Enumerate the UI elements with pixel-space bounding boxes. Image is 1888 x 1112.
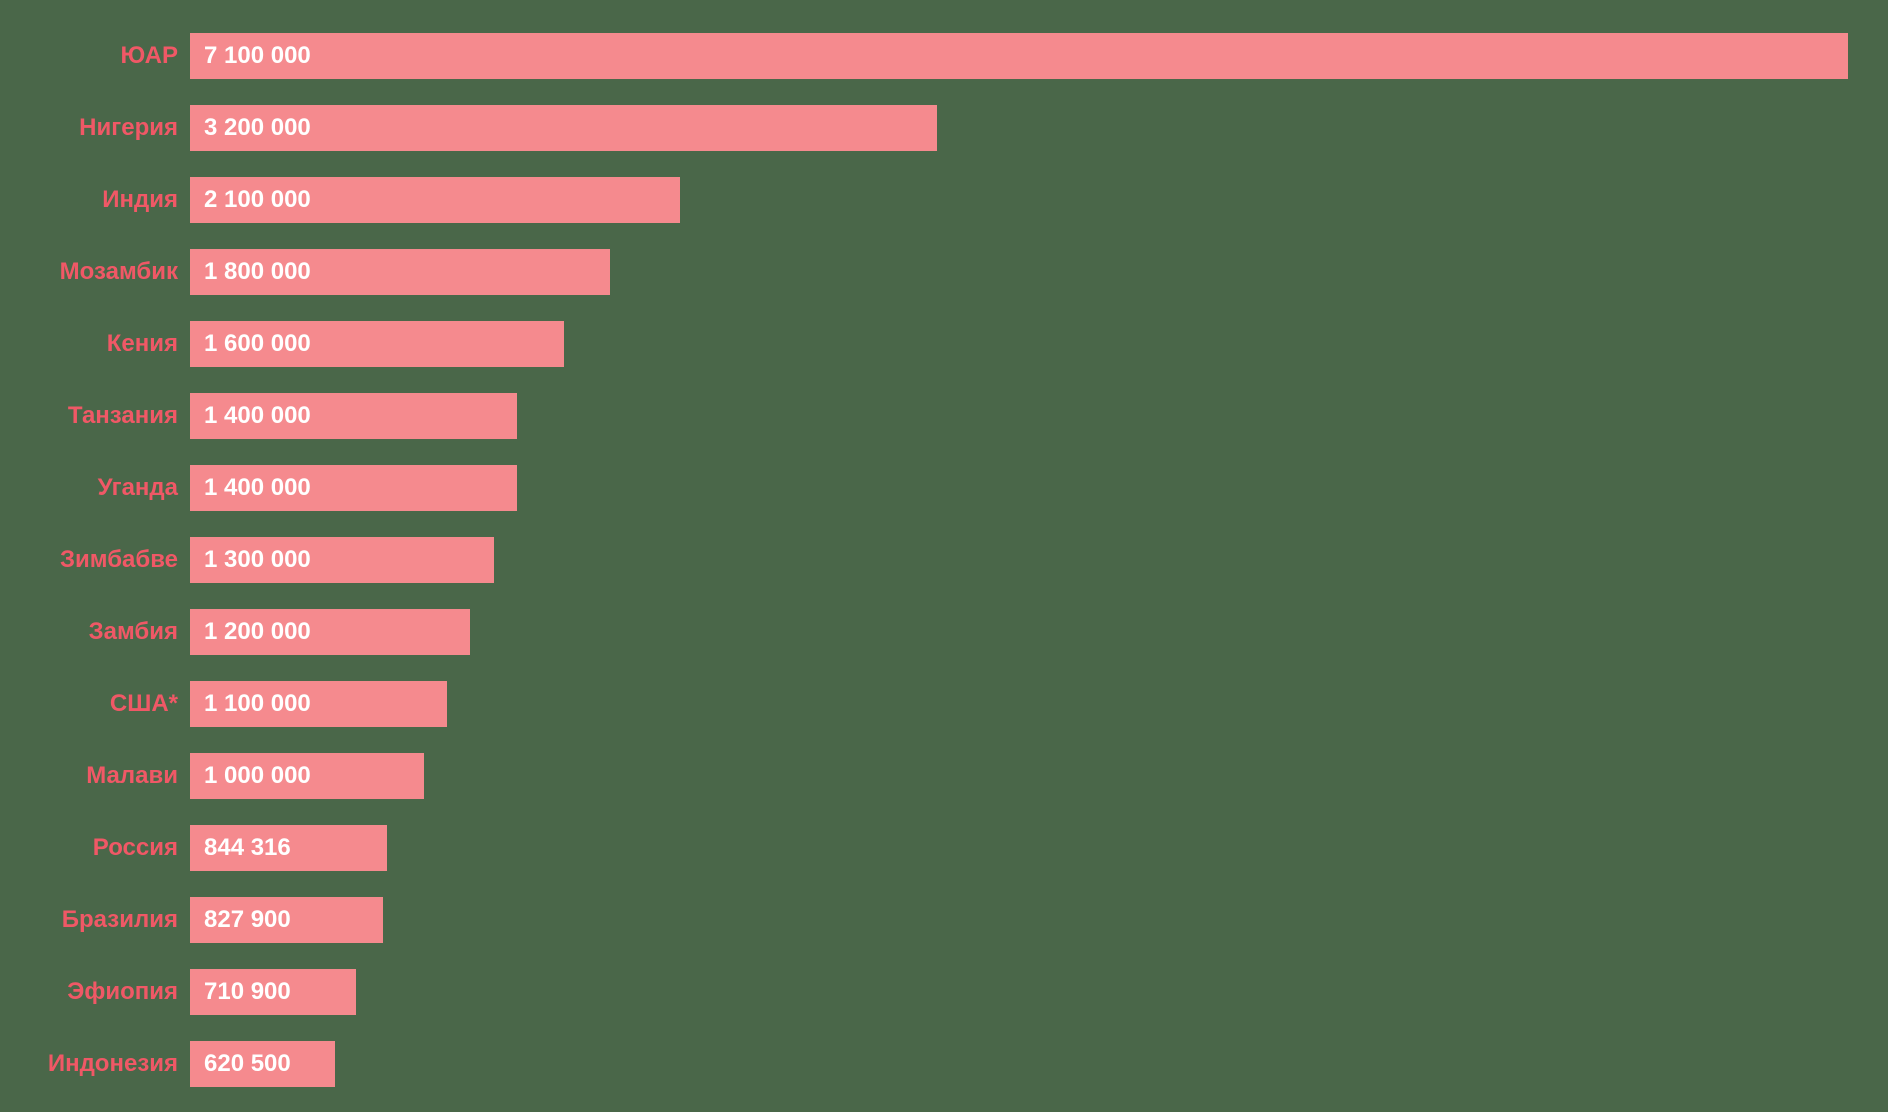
horizontal-bar-chart: ЮАР 7 100 000 Нигерия 3 200 000 Индия 2 100 0… [10, 20, 1848, 1100]
bar-value: 1 000 000 [204, 762, 311, 790]
bar-track: 827 900 [190, 897, 1848, 943]
bar-track: 1 600 000 [190, 321, 1848, 367]
bar-track: 7 100 000 [190, 33, 1848, 79]
bar-label: Мозамбик [10, 258, 190, 286]
bar-row: Кения 1 600 000 [10, 308, 1848, 380]
bar-value: 620 500 [204, 1050, 291, 1078]
bar-track: 844 316 [190, 825, 1848, 871]
bar-value: 827 900 [204, 906, 291, 934]
bar-row: Мозамбик 1 800 000 [10, 236, 1848, 308]
bar-track: 1 200 000 [190, 609, 1848, 655]
bar: 1 800 000 [190, 249, 610, 295]
bar-row: США* 1 100 000 [10, 668, 1848, 740]
bar-value: 1 400 000 [204, 474, 311, 502]
bar-label: Замбия [10, 618, 190, 646]
bar-label: Нигерия [10, 114, 190, 142]
bar-label: Кения [10, 330, 190, 358]
bar-track: 1 800 000 [190, 249, 1848, 295]
bar-value: 1 100 000 [204, 690, 311, 718]
bar: 1 300 000 [190, 537, 494, 583]
bar: 7 100 000 [190, 33, 1848, 79]
bar-value: 2 100 000 [204, 186, 311, 214]
bar: 1 000 000 [190, 753, 424, 799]
bar: 1 600 000 [190, 321, 564, 367]
bar-value: 7 100 000 [204, 42, 311, 70]
bar-label: Индонезия [10, 1050, 190, 1078]
bar-label: Малави [10, 762, 190, 790]
bar-value: 1 300 000 [204, 546, 311, 574]
bar-row: Эфиопия 710 900 [10, 956, 1848, 1028]
bar-value: 844 316 [204, 834, 291, 862]
bar-label: Уганда [10, 474, 190, 502]
bar-row: Индонезия 620 500 [10, 1028, 1848, 1100]
bar: 620 500 [190, 1041, 335, 1087]
bar-label: Зимбабве [10, 546, 190, 574]
bar-row: ЮАР 7 100 000 [10, 20, 1848, 92]
bar: 1 200 000 [190, 609, 470, 655]
bar: 844 316 [190, 825, 387, 871]
bar-track: 710 900 [190, 969, 1848, 1015]
bar: 1 400 000 [190, 393, 517, 439]
bar: 827 900 [190, 897, 383, 943]
bar-track: 3 200 000 [190, 105, 1848, 151]
bar: 3 200 000 [190, 105, 937, 151]
bar: 1 100 000 [190, 681, 447, 727]
bar-label: Индия [10, 186, 190, 214]
bar-row: Зимбабве 1 300 000 [10, 524, 1848, 596]
bar-track: 1 400 000 [190, 393, 1848, 439]
bar-track: 620 500 [190, 1041, 1848, 1087]
bar-track: 1 000 000 [190, 753, 1848, 799]
bar-row: Нигерия 3 200 000 [10, 92, 1848, 164]
bar-label: Эфиопия [10, 978, 190, 1006]
bar-label: Танзания [10, 402, 190, 430]
bar-track: 1 400 000 [190, 465, 1848, 511]
bar-row: Замбия 1 200 000 [10, 596, 1848, 668]
bar-row: Индия 2 100 000 [10, 164, 1848, 236]
bar-label: Россия [10, 834, 190, 862]
bar-track: 2 100 000 [190, 177, 1848, 223]
bar-row: Уганда 1 400 000 [10, 452, 1848, 524]
bar-value: 1 800 000 [204, 258, 311, 286]
bar: 2 100 000 [190, 177, 680, 223]
bar-row: Малави 1 000 000 [10, 740, 1848, 812]
bar-row: Россия 844 316 [10, 812, 1848, 884]
bar-label: ЮАР [10, 42, 190, 70]
bar-value: 710 900 [204, 978, 291, 1006]
bar: 1 400 000 [190, 465, 517, 511]
bar: 710 900 [190, 969, 356, 1015]
bar-track: 1 100 000 [190, 681, 1848, 727]
bar-row: Танзания 1 400 000 [10, 380, 1848, 452]
bar-row: Бразилия 827 900 [10, 884, 1848, 956]
bar-value: 1 200 000 [204, 618, 311, 646]
bar-track: 1 300 000 [190, 537, 1848, 583]
bar-label: США* [10, 690, 190, 718]
bar-label: Бразилия [10, 906, 190, 934]
bar-value: 1 400 000 [204, 402, 311, 430]
bar-value: 1 600 000 [204, 330, 311, 358]
bar-value: 3 200 000 [204, 114, 311, 142]
